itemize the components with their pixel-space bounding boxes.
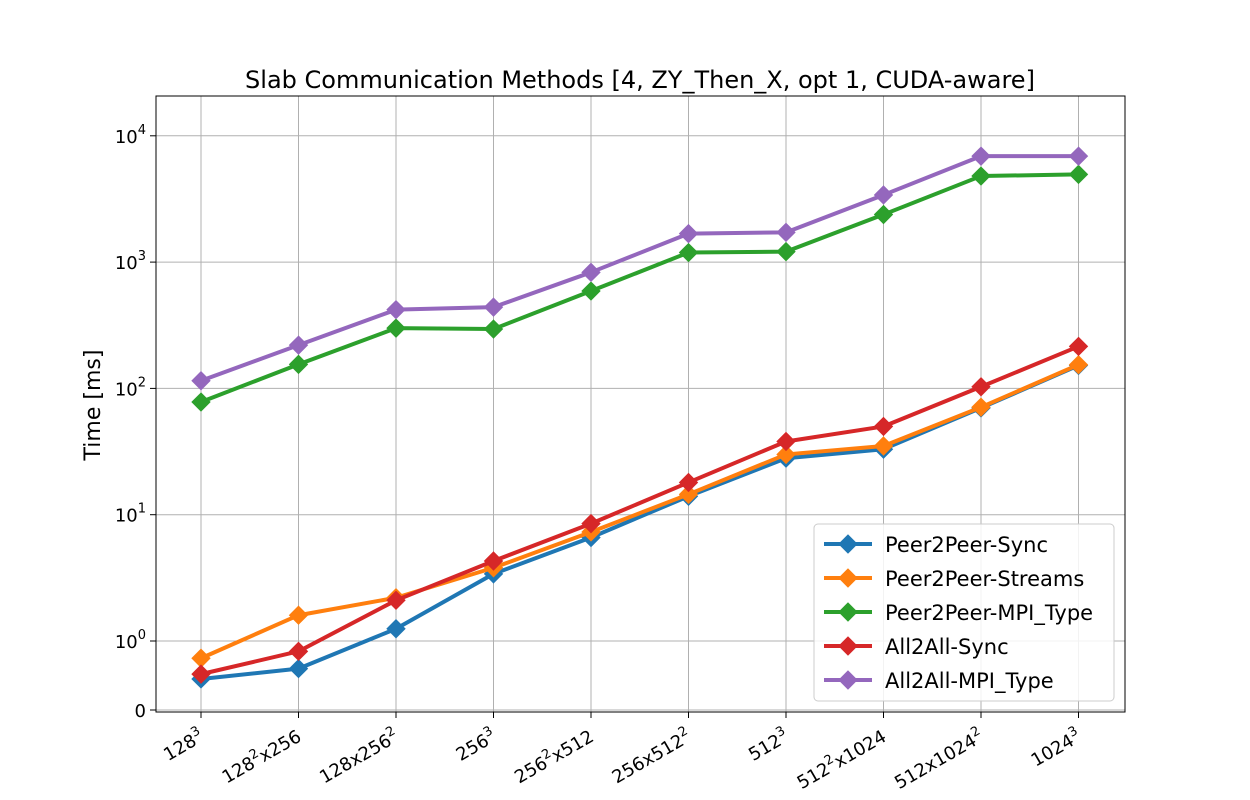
x-tick-label: 2563 [451,724,500,766]
data-point-marker [581,262,601,283]
y-tick-label: 103 [115,249,146,274]
plot-area-frame [155,95,1126,713]
data-point-marker [483,297,504,317]
data-point-marker [288,641,309,662]
data-point-marker [288,335,309,355]
data-point-marker [873,204,894,225]
series-line [200,154,1079,383]
data-point-marker [483,551,504,571]
x-tick-label: 1282x256 [217,724,305,789]
y-tick-label: 0 [135,701,146,722]
legend-label: All2All-Sync [885,635,1009,659]
data-point-marker [1068,355,1089,375]
series-line [200,172,1079,404]
y-tick-label: 102 [115,375,146,400]
series-all2all-mpi-type [191,146,1089,391]
legend-marker [838,534,858,554]
data-point-marker [776,444,796,465]
data-point-marker [288,658,309,679]
data-point-marker [678,484,699,505]
y-axis-label: Time [ms] [81,350,106,462]
y-tick-label: 104 [115,123,146,148]
legend-box [813,523,1115,702]
data-point-marker [386,318,406,338]
data-point-marker [873,185,894,205]
data-point-marker [776,241,796,262]
x-tick-label: 512x10242 [890,724,988,794]
x-tick-label: 10243 [1026,724,1085,772]
x-tick-label: 5122x1024 [792,724,890,794]
legend-entry: Peer2Peer-Streams [824,567,1084,591]
series-peer2peer-mpi-type [191,164,1089,412]
series-lines [191,146,1089,689]
data-point-marker [678,223,699,244]
data-point-marker [873,436,894,456]
data-point-marker [288,605,309,625]
y-tick-label: 101 [115,502,146,527]
data-point-marker [191,664,211,684]
legend-label: Peer2Peer-Streams [885,567,1084,591]
legend-label: Peer2Peer-MPI_Type [885,601,1093,626]
legend-marker [838,602,858,622]
chart-title: Slab Communication Methods [4, ZY_Then_X… [245,66,1035,94]
series-all2all-sync [191,336,1089,684]
data-point-marker [678,472,699,493]
data-point-marker [191,392,211,412]
legend-label: All2All-MPI_Type [885,669,1054,694]
legend: Peer2Peer-Sync Peer2Peer-Streams Peer2Peer… [813,523,1115,702]
data-point-marker [1068,146,1089,166]
data-point-marker [191,371,211,391]
data-point-marker [776,222,796,243]
data-point-marker [1068,336,1089,357]
legend-marker [838,568,858,588]
data-point-marker [386,299,406,320]
data-point-marker [288,354,309,375]
y-tick-label: 100 [115,628,146,653]
legend-marker [838,670,858,690]
data-point-marker [971,377,991,397]
legend-entry: Peer2Peer-Sync [824,533,1048,557]
data-point-marker [581,281,601,301]
data-point-marker [1068,164,1089,185]
data-point-marker [386,619,406,639]
data-point-marker [873,416,894,437]
x-tick-label: 1283 [159,724,208,766]
data-point-marker [971,397,991,417]
x-tick-label: 5123 [744,724,793,766]
data-point-marker [971,166,991,186]
data-point-marker [971,146,991,166]
data-point-marker [483,319,504,339]
series-line [200,362,1080,661]
legend-label: Peer2Peer-Sync [885,533,1048,557]
legend-entry: Peer2Peer-MPI_Type [824,601,1093,626]
y-axis-ticks: 0 100 101 102 103 104 [115,123,156,722]
data-point-marker [581,513,601,534]
x-tick-label: 256x5122 [607,724,695,789]
data-point-marker [678,242,699,263]
legend-entry: All2All-Sync [824,635,1009,659]
data-point-marker [386,590,406,611]
series-line [200,344,1080,677]
x-tick-label: 128x2562 [315,724,403,789]
legend-entry: All2All-MPI_Type [824,669,1054,694]
x-tick-label: 2562x512 [510,724,598,789]
legend-marker [838,636,858,656]
data-point-marker [776,431,796,452]
